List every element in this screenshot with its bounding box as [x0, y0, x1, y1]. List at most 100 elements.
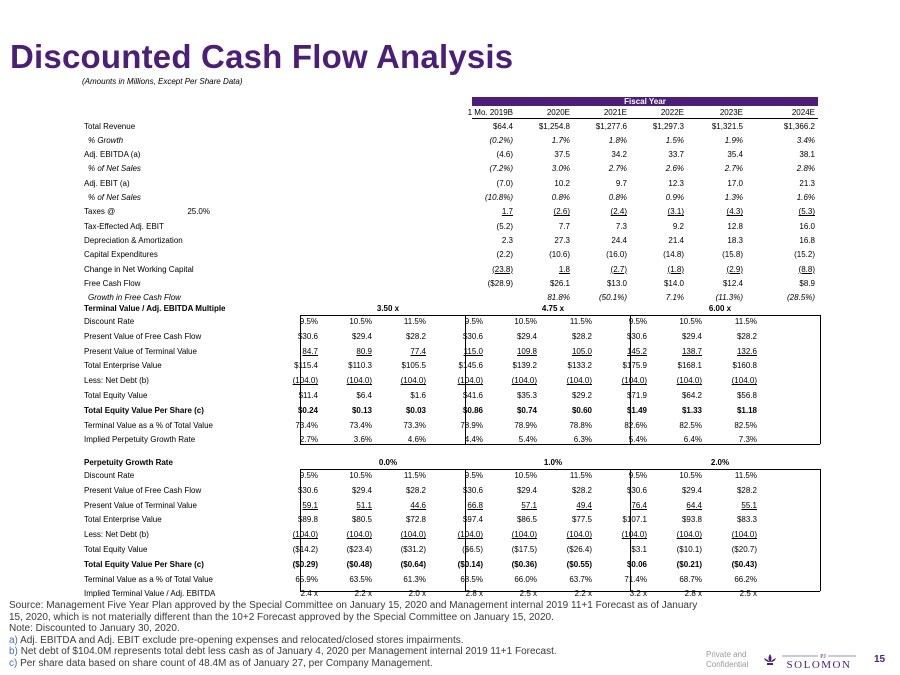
footnote-note: Note: Discounted to January 30, 2020. — [9, 623, 180, 634]
table-cell: (2.4) — [610, 207, 627, 217]
row-label: Free Cash Flow — [84, 278, 141, 288]
table-cell: 73.3% — [403, 420, 426, 430]
table-cell: 16.0 — [799, 221, 815, 231]
table-cell: 9.5% — [464, 471, 483, 480]
table-cell: 1.9% — [724, 135, 743, 145]
table-cell: (104.0) — [346, 376, 372, 386]
table-cell: $0.03 — [405, 405, 426, 415]
table-cell: 78.9% — [460, 420, 483, 430]
table-row: Less: Net Debt (b) (104.0) (104.0) (104.0) (… — [0, 529, 900, 542]
table-row: Depreciation & Amortization 2.3 27.3 24.4 21… — [0, 235, 900, 248]
footnote-c-letter: c) — [9, 657, 18, 669]
table-row: Present Value of Free Cash Flow $30.6 $29.… — [0, 331, 900, 344]
footnote-b-letter: b) — [9, 646, 18, 657]
table-cell: $11.4 — [298, 391, 318, 400]
column-header: 2024E — [791, 108, 815, 117]
footnote-b-text: Net debt of $104.0M represents total deb… — [20, 646, 557, 657]
row-label: Taxes @ — [84, 207, 116, 217]
table-row: Implied Perpetuity Growth Rate 2.7% 3.6% 4.… — [0, 434, 900, 447]
table-cell: (0.2%) — [489, 135, 513, 145]
fiscal-year-header: Fiscal Year — [472, 97, 818, 106]
table-cell: ($0.21) — [676, 559, 702, 569]
table-row: Growth in Free Cash Flow 81.8% (50.1%) 7.1%… — [0, 292, 900, 305]
table-cell: (10.8%) — [484, 193, 513, 202]
row-label: Implied Terminal Value / Adj. EBITDA — [84, 589, 216, 599]
table-cell: 5.4% — [628, 435, 647, 445]
rule-line — [300, 315, 820, 316]
table-cell: $30.6 — [297, 485, 318, 495]
table-cell: 2.7% — [724, 164, 743, 174]
table-cell: 68.5% — [460, 574, 483, 584]
table-cell: 9.2 — [672, 221, 684, 231]
logo-fleur-icon — [764, 654, 776, 665]
sensitivity-group-label: 0.0% — [378, 458, 398, 467]
table-cell: 1.3% — [724, 193, 743, 202]
table-cell: 1.8% — [608, 135, 627, 145]
table-cell: $77.5 — [571, 515, 592, 525]
table-cell: $29.4 — [516, 485, 537, 495]
table-cell: (10.6) — [549, 250, 570, 260]
row-label: Discount Rate — [84, 471, 135, 480]
rule-line — [472, 118, 818, 119]
sensitivity-header-row: Terminal Value / Adj. EBITDA Multiple 3.5… — [0, 303, 900, 316]
table-cell: $12.4 — [722, 278, 743, 288]
table-row: Adj. EBITDA (a) (4.6) 37.5 34.2 33.7 35.4 38.1 — [0, 149, 900, 162]
row-label: Terminal Value as a % of Total Value — [84, 574, 213, 584]
table-cell: $28.2 — [571, 485, 592, 495]
table-cell: 10.5% — [514, 317, 537, 326]
table-cell: ($0.55) — [566, 559, 592, 569]
table-cell: $139.2 — [512, 361, 537, 371]
table-cell: (104.0) — [511, 530, 537, 540]
table-cell: 6.4% — [683, 435, 702, 445]
table-cell: 9.5% — [628, 471, 647, 480]
column-header: 2023E — [719, 108, 743, 117]
table-cell: 82.5% — [734, 420, 757, 430]
table-cell: (4.6) — [496, 150, 513, 160]
table-cell: 76.4 — [631, 500, 647, 510]
table-cell: $0.24 — [297, 405, 318, 415]
table-row: Total Equity Value Per Share (c) $0.24 $0.… — [0, 405, 900, 418]
table-cell: (28.5%) — [786, 293, 815, 303]
row-label: Depreciation & Amortization — [84, 235, 183, 245]
sensitivity-title: Terminal Value / Adj. EBITDA Multiple — [84, 304, 226, 313]
row-label: Adj. EBITDA (a) — [84, 150, 141, 160]
logo-mark: PJ — [820, 654, 826, 660]
row-label: Total Enterprise Value — [84, 361, 162, 371]
table-cell: 27.3 — [554, 235, 570, 245]
table-cell: 0.9% — [665, 193, 684, 202]
table-cell: 9.7 — [615, 178, 627, 188]
table-row: Less: Net Debt (b) (104.0) (104.0) (104.0) (… — [0, 375, 900, 388]
table-cell: ($31.2) — [400, 545, 426, 554]
table-cell: $1.33 — [681, 405, 702, 415]
table-cell: (104.0) — [400, 530, 426, 540]
table-cell: (104.0) — [731, 376, 757, 386]
confidential-line-1: Private and — [706, 650, 747, 659]
table-cell: 145.2 — [626, 346, 647, 356]
table-cell: $1,321.5 — [711, 121, 743, 131]
rule-line — [300, 444, 820, 445]
sensitivity-group-label: 6.00 x — [708, 304, 732, 313]
column-header: 2021E — [603, 108, 627, 117]
table-cell: (104.0) — [457, 530, 483, 540]
row-label: Change in Net Working Capital — [84, 264, 194, 274]
table-row: Free Cash Flow ($28.9) $26.1 $13.0 $14.0 $12.… — [0, 278, 900, 291]
table-cell: 78.9% — [514, 420, 537, 430]
table-cell: (104.0) — [457, 376, 483, 386]
table-cell: 78.8% — [569, 420, 592, 430]
table-cell: 34.2 — [611, 150, 627, 160]
table-cell: $105.5 — [401, 361, 426, 371]
sensitivity-group-label: 3.50 x — [376, 304, 400, 313]
row-label: Total Equity Value — [84, 391, 148, 400]
table-cell: (2.7) — [610, 264, 627, 274]
row-label: Total Equity Value Per Share (c) — [84, 559, 204, 569]
table-cell: $30.6 — [462, 331, 483, 341]
footnote-a-letter: a) — [9, 634, 18, 646]
table-cell: 77.4 — [410, 346, 426, 356]
table-cell: 0.8% — [608, 193, 627, 202]
table-cell: $64.2 — [681, 391, 702, 400]
table-cell: $145.6 — [458, 361, 483, 371]
table-cell: $0.06 — [626, 559, 647, 569]
table-cell: $115.4 — [294, 361, 318, 371]
table-cell: 37.5 — [554, 150, 570, 160]
table-cell: (11.3%) — [715, 293, 743, 303]
